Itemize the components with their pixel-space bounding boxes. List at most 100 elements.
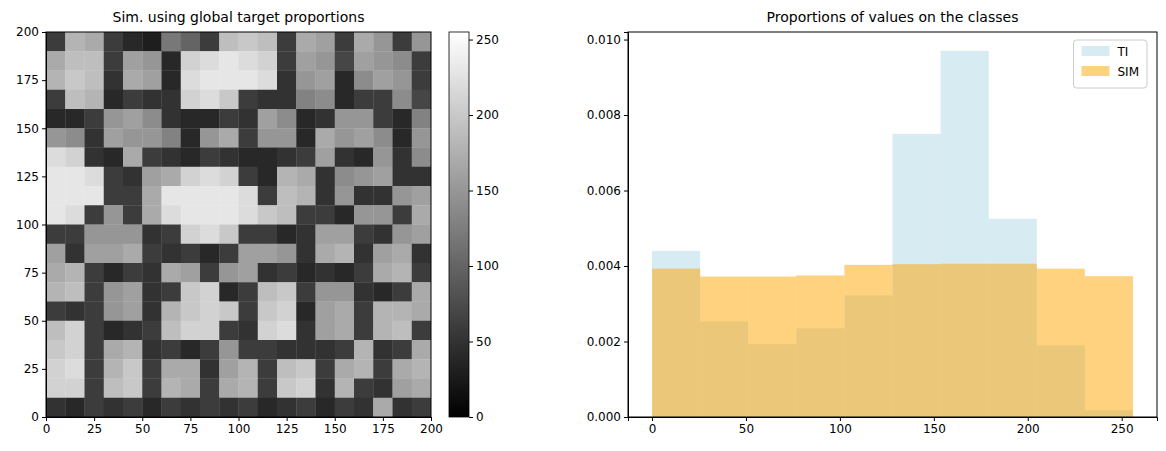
- cell: [373, 282, 393, 302]
- cell: [316, 225, 336, 245]
- tick-mark: [469, 417, 473, 418]
- cell: [277, 282, 297, 302]
- cell: [219, 90, 239, 110]
- cell: [123, 71, 143, 91]
- tick-mark: [624, 266, 628, 267]
- tick-label: 100: [476, 259, 499, 273]
- cell: [142, 205, 162, 225]
- tick-mark: [469, 191, 473, 192]
- cell: [239, 167, 259, 187]
- legend-label: SIM: [1117, 65, 1139, 79]
- cell: [200, 205, 220, 225]
- tick-label: 0.010: [587, 33, 621, 47]
- cell: [65, 148, 85, 168]
- cell: [354, 128, 374, 148]
- cell: [181, 32, 201, 52]
- cell: [335, 244, 355, 264]
- cell: [162, 128, 182, 148]
- cell: [104, 282, 124, 302]
- tick-label: 125: [16, 170, 39, 184]
- cell: [181, 359, 201, 379]
- cell: [316, 51, 336, 71]
- cell: [412, 32, 431, 52]
- tick-mark: [42, 417, 46, 418]
- cell: [181, 263, 201, 283]
- tick-label: 150: [476, 184, 499, 198]
- cell: [142, 186, 162, 206]
- cell: [277, 379, 297, 399]
- cell: [373, 51, 393, 71]
- cell: [123, 128, 143, 148]
- cell: [65, 321, 85, 341]
- cell: [65, 379, 85, 399]
- cell: [239, 282, 259, 302]
- tick: 100: [228, 417, 251, 436]
- cell: [412, 340, 431, 360]
- cell: [104, 379, 124, 399]
- cell: [65, 32, 85, 52]
- tick-label: 0: [43, 422, 51, 436]
- cell: [85, 225, 105, 245]
- tick-label: 200: [476, 108, 499, 122]
- cell: [142, 148, 162, 168]
- tick-label: 0: [476, 410, 484, 424]
- cell: [123, 340, 143, 360]
- cell: [239, 302, 259, 322]
- cell: [412, 263, 431, 283]
- cell: [104, 225, 124, 245]
- tick: 125: [276, 417, 299, 436]
- cell: [335, 340, 355, 360]
- plot-frame: [46, 32, 431, 417]
- cell: [123, 167, 143, 187]
- cell: [412, 109, 431, 129]
- cell: [181, 167, 201, 187]
- cell: [239, 109, 259, 129]
- cell: [239, 263, 259, 283]
- cell: [277, 148, 297, 168]
- tick-mark: [746, 417, 747, 421]
- cell: [373, 148, 393, 168]
- cell: [219, 321, 239, 341]
- cell: [65, 128, 85, 148]
- cell: [412, 51, 431, 71]
- cell: [104, 186, 124, 206]
- cell: [239, 128, 259, 148]
- cell: [65, 244, 85, 264]
- cell: [316, 379, 336, 399]
- tick: 75: [183, 417, 198, 436]
- cell: [239, 186, 259, 206]
- cell: [85, 186, 105, 206]
- cell: [85, 340, 105, 360]
- cell: [335, 205, 355, 225]
- cell: [219, 340, 239, 360]
- hist-bar: [844, 265, 892, 417]
- cell: [412, 398, 431, 417]
- cell: [354, 398, 374, 417]
- tick: 150: [324, 417, 347, 436]
- cell: [142, 32, 162, 52]
- cell: [219, 148, 239, 168]
- cell: [316, 32, 336, 52]
- tick-label: 100: [829, 422, 852, 436]
- cell: [373, 398, 393, 417]
- cell: [373, 90, 393, 110]
- cell: [335, 71, 355, 91]
- cell: [393, 51, 413, 71]
- cell: [296, 244, 316, 264]
- cell: [65, 186, 85, 206]
- cell: [239, 398, 259, 417]
- cell: [277, 321, 297, 341]
- tick: 0: [649, 417, 657, 436]
- cell: [277, 225, 297, 245]
- tick-mark: [94, 417, 95, 421]
- cell: [316, 282, 336, 302]
- cell: [296, 321, 316, 341]
- cell: [316, 263, 336, 283]
- cell: [373, 340, 393, 360]
- tick-mark: [624, 115, 628, 116]
- cell: [200, 244, 220, 264]
- tick: 0: [43, 417, 51, 436]
- cell: [239, 32, 259, 52]
- tick-mark: [239, 417, 240, 421]
- cell: [258, 244, 278, 264]
